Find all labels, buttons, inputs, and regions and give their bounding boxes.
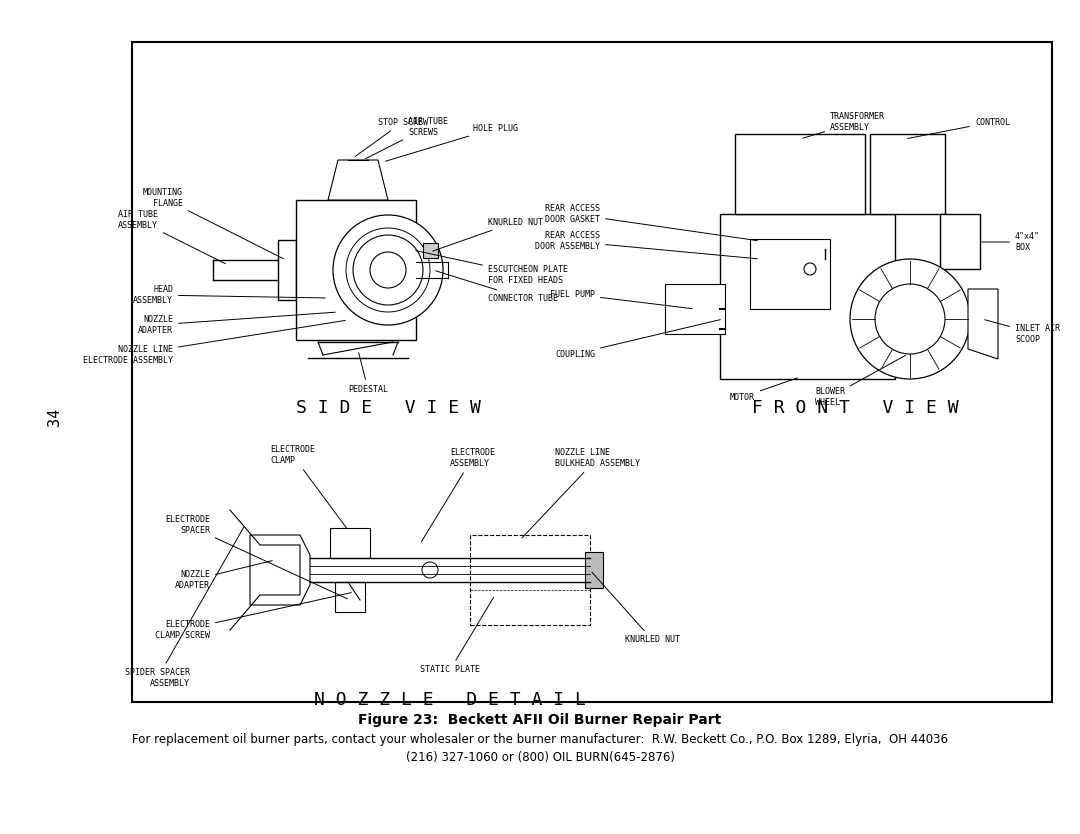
Circle shape xyxy=(804,263,816,275)
Text: INLET AIR
SCOOP: INLET AIR SCOOP xyxy=(985,319,1059,344)
Bar xyxy=(870,134,945,214)
Circle shape xyxy=(850,259,970,379)
Text: 34: 34 xyxy=(48,408,63,426)
Text: 4"x4"
BOX: 4"x4" BOX xyxy=(981,233,1040,252)
Bar xyxy=(423,243,438,258)
Text: NOZZLE LINE
BULKHEAD ASSEMBLY: NOZZLE LINE BULKHEAD ASSEMBLY xyxy=(522,449,640,538)
Circle shape xyxy=(353,235,423,305)
Polygon shape xyxy=(968,289,998,359)
Text: REAR ACCESS
DOOR ASSEMBLY: REAR ACCESS DOOR ASSEMBLY xyxy=(535,231,757,259)
Circle shape xyxy=(422,562,438,578)
Text: ELECTRODE
CLAMP: ELECTRODE CLAMP xyxy=(270,445,347,528)
Text: F R O N T   V I E W: F R O N T V I E W xyxy=(752,399,958,417)
Text: COUPLING: COUPLING xyxy=(555,319,720,359)
Bar xyxy=(278,240,296,300)
Polygon shape xyxy=(249,535,310,605)
Bar xyxy=(720,214,895,379)
Text: FUEL PUMP: FUEL PUMP xyxy=(550,289,692,309)
Text: KNURLED NUT: KNURLED NUT xyxy=(433,218,543,251)
Circle shape xyxy=(875,284,945,354)
Text: SPIDER SPACER
ASSEMBLY: SPIDER SPACER ASSEMBLY xyxy=(125,527,244,688)
Text: AIR TUBE
SCREWS: AIR TUBE SCREWS xyxy=(365,118,448,158)
Bar xyxy=(330,528,370,558)
Text: NOZZLE
ADAPTER: NOZZLE ADAPTER xyxy=(175,560,272,590)
Bar xyxy=(470,535,590,625)
Bar xyxy=(750,239,831,309)
Text: ELECTRODE
SPACER: ELECTRODE SPACER xyxy=(165,515,348,599)
Text: BLOWER
WHEEL: BLOWER WHEEL xyxy=(815,355,905,407)
Polygon shape xyxy=(328,160,388,200)
Text: MOUNTING
FLANGE: MOUNTING FLANGE xyxy=(143,188,284,259)
Text: ESCUTCHEON PLATE
FOR FIXED HEADS: ESCUTCHEON PLATE FOR FIXED HEADS xyxy=(416,250,568,284)
Bar xyxy=(296,200,416,340)
Circle shape xyxy=(370,252,406,288)
Text: NOZZLE
ADAPTER: NOZZLE ADAPTER xyxy=(138,312,335,334)
Text: ELECTRODE
ASSEMBLY: ELECTRODE ASSEMBLY xyxy=(421,449,495,541)
Bar xyxy=(335,582,365,612)
Text: ELECTRODE
CLAMP SCREW: ELECTRODE CLAMP SCREW xyxy=(156,593,351,640)
Text: AIR TUBE
ASSEMBLY: AIR TUBE ASSEMBLY xyxy=(118,210,226,264)
Text: REAR ACCESS
DOOR GASKET: REAR ACCESS DOOR GASKET xyxy=(545,204,757,240)
Text: N O Z Z L E   D E T A I L: N O Z Z L E D E T A I L xyxy=(314,691,586,709)
Bar xyxy=(665,284,725,334)
Text: (216) 327-1060 or (800) OIL BURN(645-2876): (216) 327-1060 or (800) OIL BURN(645-287… xyxy=(405,751,675,765)
Text: TRANSFORMER
ASSEMBLY: TRANSFORMER ASSEMBLY xyxy=(802,113,885,138)
Text: STOP SCREW: STOP SCREW xyxy=(355,118,428,157)
Bar xyxy=(735,134,865,214)
Text: MOTOR: MOTOR xyxy=(730,378,797,401)
Text: HEAD
ASSEMBLY: HEAD ASSEMBLY xyxy=(133,285,325,304)
Text: CONNECTOR TUBE: CONNECTOR TUBE xyxy=(435,271,558,303)
Text: S I D E   V I E W: S I D E V I E W xyxy=(296,399,481,417)
Bar xyxy=(585,552,603,588)
Text: KNURLED NUT: KNURLED NUT xyxy=(592,572,680,645)
Bar xyxy=(940,214,980,269)
Bar xyxy=(132,42,1052,702)
Text: CONTROL: CONTROL xyxy=(907,118,1010,138)
Text: Figure 23:  Beckett AFII Oil Burner Repair Part: Figure 23: Beckett AFII Oil Burner Repai… xyxy=(359,713,721,727)
Text: STATIC PLATE: STATIC PLATE xyxy=(420,597,494,675)
Text: For replacement oil burner parts, contact your wholesaler or the burner manufact: For replacement oil burner parts, contac… xyxy=(132,733,948,746)
Text: NOZZLE LINE
ELECTRODE ASSEMBLY: NOZZLE LINE ELECTRODE ASSEMBLY xyxy=(83,320,346,364)
Circle shape xyxy=(333,215,443,325)
Text: PEDESTAL: PEDESTAL xyxy=(348,353,388,394)
Text: HOLE PLUG: HOLE PLUG xyxy=(386,123,518,161)
